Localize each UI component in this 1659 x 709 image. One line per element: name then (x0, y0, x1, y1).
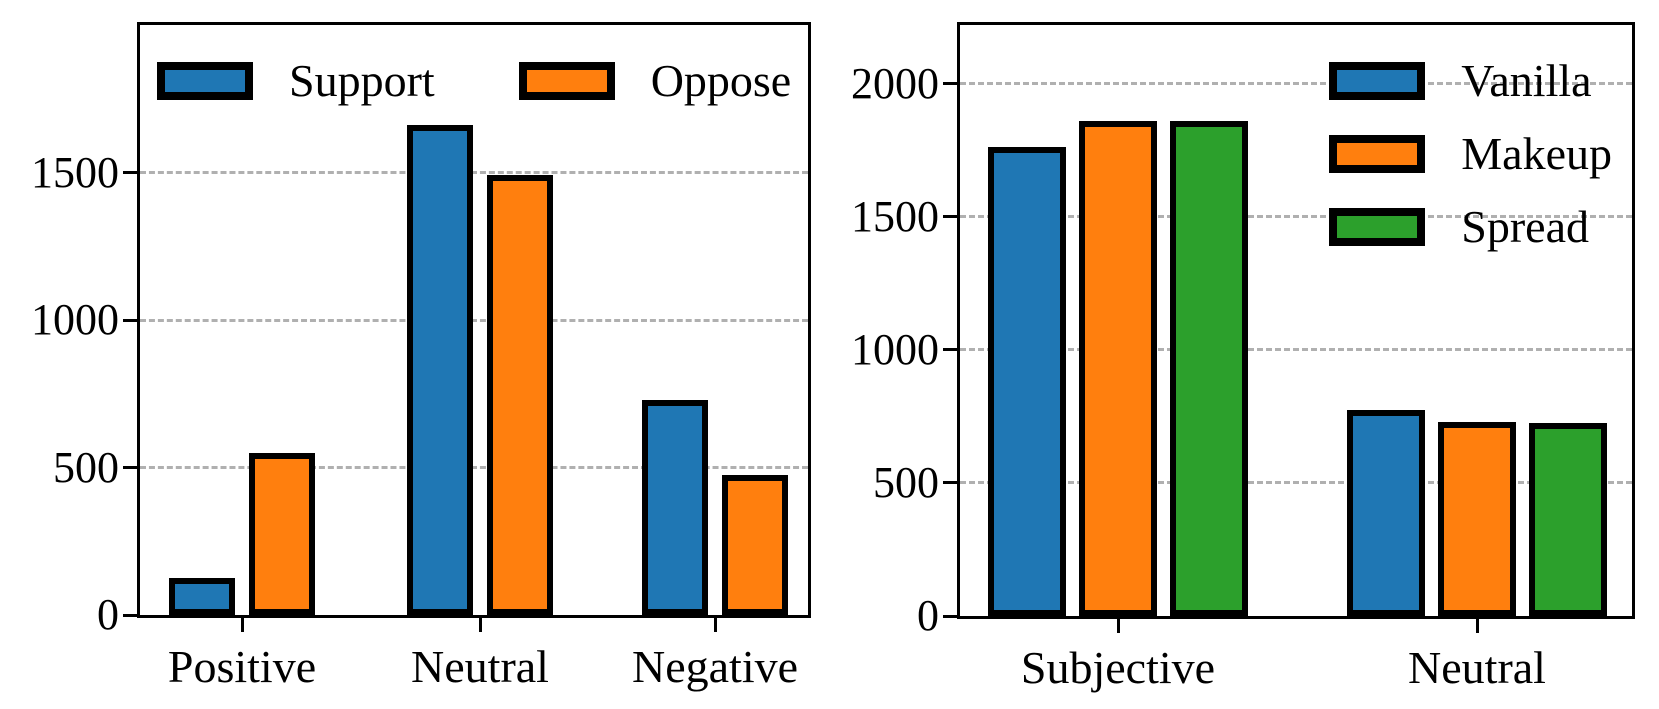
y-tick-label: 1000 (31, 295, 119, 344)
legend-label: Spread (1461, 201, 1589, 252)
bar-oppose-neutral (487, 175, 553, 615)
y-tick (943, 82, 957, 86)
plot-area: 0 500 1000 1500 2000 Subjective Neutral Vanilla… (851, 22, 1635, 692)
x-tick (1116, 619, 1120, 633)
gridline (960, 348, 1632, 352)
x-category-label: Subjective (1020, 642, 1216, 693)
y-tick-label: 1500 (851, 191, 939, 241)
bar-makeup-subjective (1079, 121, 1157, 616)
gridline (140, 318, 808, 322)
x-tick (478, 618, 482, 632)
bar-spread-neutral (1529, 423, 1607, 616)
legend-entry: Spread (1329, 203, 1612, 251)
legend-swatch-vanilla (1329, 62, 1426, 100)
legend-swatch-oppose (518, 62, 615, 100)
y-tick-label: 500 (873, 457, 939, 507)
x-category-label: Positive (167, 641, 317, 692)
legend-label: Vanilla (1461, 55, 1592, 106)
legend-label: Support (289, 55, 435, 106)
x-category-label: Neutral (411, 641, 549, 692)
x-tick (1475, 619, 1479, 633)
y-tick-label: 0 (97, 590, 119, 639)
y-tick-label: 1000 (851, 324, 939, 374)
y-tick-label: 1500 (31, 147, 119, 197)
plot-area: 0 500 1000 1500 Positive Neutral Negative Suppo… (31, 22, 811, 691)
gridline (140, 466, 808, 469)
bar-vanilla-subjective (988, 147, 1066, 616)
x-tick (713, 618, 717, 632)
y-tick-label: 0 (917, 591, 939, 640)
legend-swatch-support (157, 62, 253, 100)
bar-support-negative (642, 400, 708, 615)
bar-vanilla-neutral (1347, 410, 1425, 616)
y-tick (943, 614, 957, 618)
legend: Support Oppose (157, 57, 791, 105)
legend-label: Makeup (1461, 128, 1612, 179)
bar-oppose-positive (249, 453, 315, 615)
bar-support-positive (169, 578, 235, 615)
gridline (960, 481, 1632, 485)
legend: Vanilla Makeup Spread (1329, 57, 1612, 251)
y-tick (123, 318, 137, 322)
y-tick (943, 215, 957, 219)
x-tick (240, 618, 244, 632)
y-tick-label: 500 (53, 442, 119, 492)
x-category-label: Negative (631, 641, 799, 692)
bar-support-neutral (407, 125, 473, 615)
legend-entry: Oppose (518, 55, 792, 106)
legend-entry: Makeup (1329, 130, 1612, 178)
legend-label: Oppose (650, 55, 792, 106)
legend-entry: Support (157, 57, 435, 105)
y-tick (943, 348, 957, 352)
y-tick (123, 171, 137, 174)
gridline (960, 215, 1632, 219)
legend-swatch-spread (1329, 208, 1426, 246)
y-tick (123, 613, 137, 617)
legend-swatch-makeup (1329, 135, 1426, 173)
bar-makeup-neutral (1438, 422, 1516, 616)
y-tick (943, 481, 957, 485)
x-category-label: Neutral (1408, 642, 1546, 693)
gridline (960, 82, 1632, 86)
gridline (140, 171, 808, 174)
legend-entry: Vanilla (1329, 57, 1612, 105)
y-tick-label: 2000 (851, 58, 939, 108)
y-tick (123, 466, 137, 469)
bar-spread-subjective (1170, 121, 1248, 616)
bar-oppose-negative (722, 475, 788, 615)
